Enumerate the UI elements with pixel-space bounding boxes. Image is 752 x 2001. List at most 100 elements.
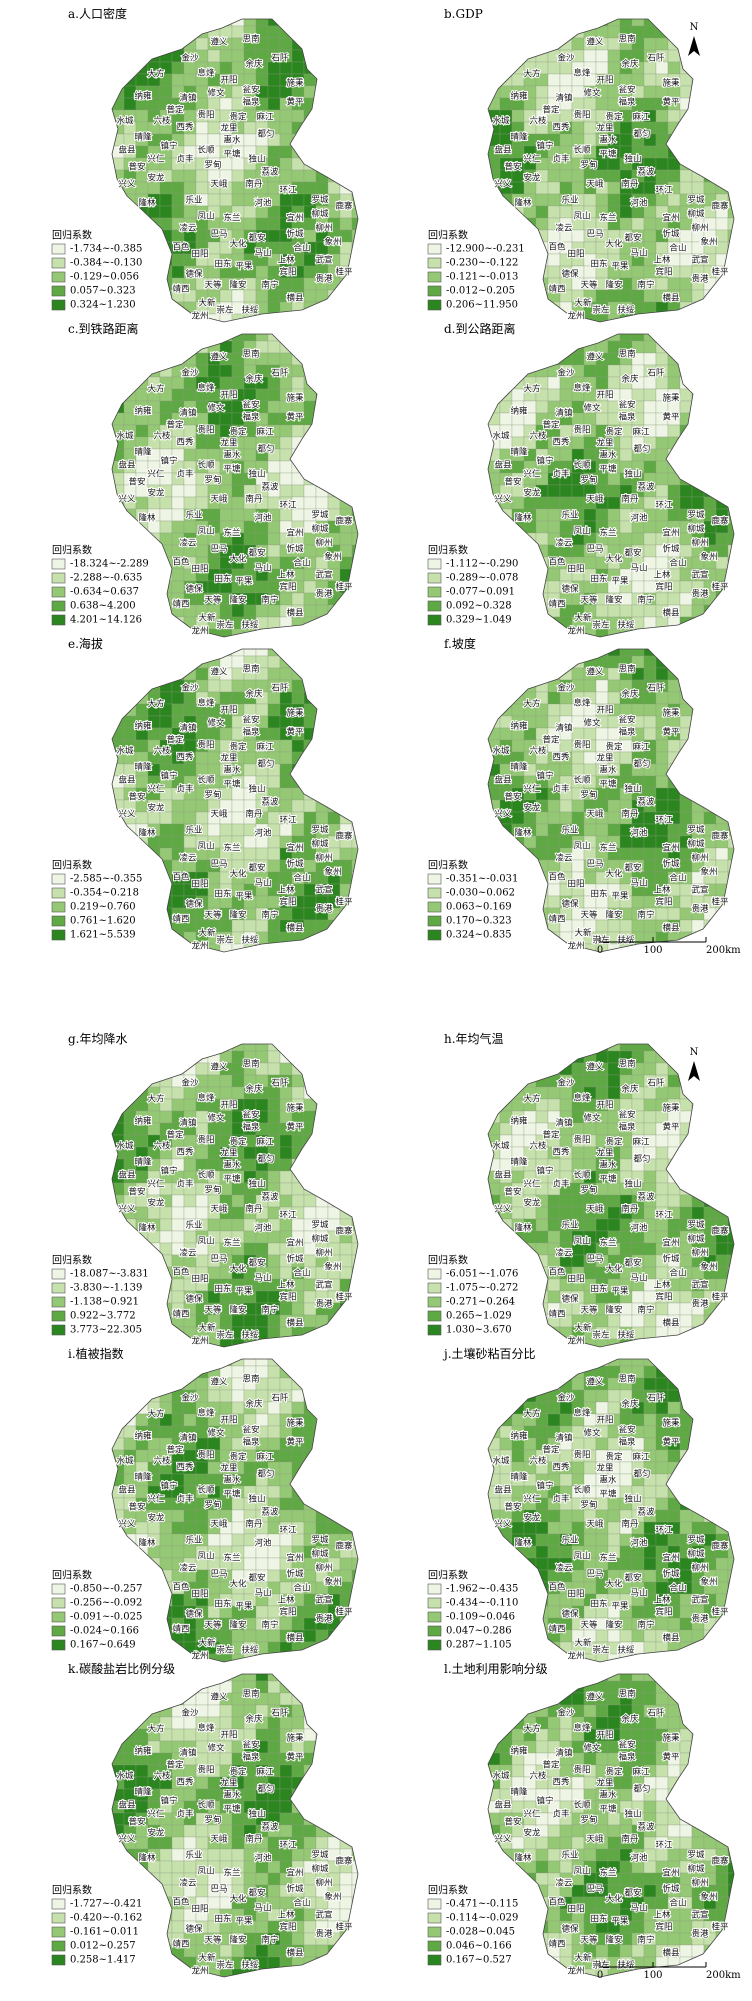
place-label: 横县: [286, 293, 304, 304]
map: 思南遵义金沙余庆石阡大方息烽开阳瓮安施秉纳雍清镇修文福泉黄平水城六枝普定贵阳贵定…: [112, 1039, 364, 1351]
map-cell: [148, 1291, 160, 1303]
place-label: 崇左: [216, 935, 234, 946]
map-cell: [704, 1159, 716, 1171]
map-cell: [644, 533, 656, 545]
map-cell: [524, 1207, 536, 1219]
map-cell: [488, 1219, 500, 1231]
map-cell: [124, 860, 136, 872]
place-label: 武宣: [691, 885, 708, 896]
legend-swatch: [52, 286, 65, 296]
map-cell: [716, 557, 728, 569]
map-cell: [328, 1087, 340, 1099]
place-label: 贞丰: [176, 469, 194, 480]
map-cell: [304, 644, 316, 656]
map-cell: [728, 98, 740, 110]
map-panel: b.GDP思南遵义金沙余庆石阡大方息烽开阳瓮安施秉纳雍清镇修文福泉黄平水城六枝普…: [428, 7, 740, 326]
map-cell: [596, 98, 608, 110]
place-label: 安龙: [147, 803, 165, 814]
map-cell: [692, 776, 704, 788]
map-cell: [316, 110, 328, 122]
map-cell: [244, 644, 256, 656]
map-cell: [196, 1111, 208, 1123]
map-cell: [112, 230, 124, 242]
map-cell: [352, 896, 364, 908]
place-label: 石阡: [647, 369, 665, 379]
map-cell: [136, 353, 148, 365]
map-cell: [232, 182, 244, 194]
map-cell: [692, 62, 704, 74]
place-label: 鹿寨: [335, 201, 353, 212]
map-cell: [632, 389, 644, 401]
map-cell: [656, 1135, 668, 1147]
place-label: 镇宁: [536, 141, 553, 152]
map-cell: [536, 896, 548, 908]
map-cell: [704, 1183, 716, 1195]
map-cell: [584, 872, 596, 884]
map-cell: [716, 473, 728, 485]
map-cell: [560, 449, 572, 461]
place-label: 余庆: [245, 59, 263, 70]
map-cell: [136, 932, 148, 944]
map-cell: [172, 14, 184, 26]
map-cell: [160, 86, 172, 98]
map-cell: [584, 1039, 596, 1051]
map-cell: [160, 278, 172, 290]
map-cell: [704, 776, 716, 788]
map-cell: [512, 461, 524, 473]
map-cell: [512, 860, 524, 872]
map-cell: [172, 1279, 184, 1291]
map-cell: [584, 122, 596, 134]
map-cell: [340, 617, 352, 629]
place-label: 河池: [630, 513, 648, 524]
place-label: 普定: [166, 105, 184, 116]
place-label: 麻江: [632, 427, 650, 438]
place-label: 大方: [147, 69, 164, 80]
map-cell: [692, 1087, 704, 1099]
map-cell: [304, 1183, 316, 1195]
map-cell: [268, 1087, 280, 1099]
map-cell: [728, 704, 740, 716]
map-cell: [256, 533, 268, 545]
map-cell: [172, 1099, 184, 1111]
map-cell: [280, 644, 292, 656]
map-cell: [596, 1315, 608, 1327]
map-cell: [620, 14, 632, 26]
map-cell: [304, 848, 316, 860]
map-cell: [160, 836, 172, 848]
place-label: 长顺: [573, 775, 591, 786]
map-cell: [148, 1327, 160, 1339]
legend-swatch: [52, 1269, 65, 1279]
map-cell: [728, 302, 740, 314]
place-label: 镇宁: [536, 456, 553, 467]
map-cell: [148, 908, 160, 920]
map-cell: [668, 194, 680, 206]
map-cell: [524, 656, 536, 668]
place-label: 隆安: [229, 1305, 246, 1316]
place-label: 鹿寨: [335, 831, 353, 842]
map-cell: [160, 182, 172, 194]
map-cell: [232, 1315, 244, 1327]
map-cell: [292, 740, 304, 752]
place-label: 大新: [198, 1323, 216, 1334]
map-cell: [148, 353, 160, 365]
place-label: 修文: [583, 718, 601, 729]
map-cell: [220, 1075, 232, 1087]
map-cell: [524, 26, 536, 38]
place-label: 大新: [574, 928, 592, 939]
legend-label: -3.830~-1.139: [70, 1283, 142, 1294]
map-cell: [112, 377, 124, 389]
place-label: 天等: [580, 595, 598, 606]
place-label: 兴义: [118, 810, 136, 820]
map-cell: [536, 182, 548, 194]
place-label: 象州: [324, 1262, 341, 1273]
map-cell: [172, 1291, 184, 1303]
map-cell: [352, 521, 364, 533]
place-label: 南丹: [245, 1204, 263, 1215]
place-label: 石阡: [271, 684, 289, 694]
map-cell: [728, 377, 740, 389]
map-cell: [352, 98, 364, 110]
map-cell: [584, 728, 596, 740]
map-cell: [536, 401, 548, 413]
place-label: 兴义: [118, 495, 136, 505]
place-label: 西秀: [176, 437, 194, 448]
